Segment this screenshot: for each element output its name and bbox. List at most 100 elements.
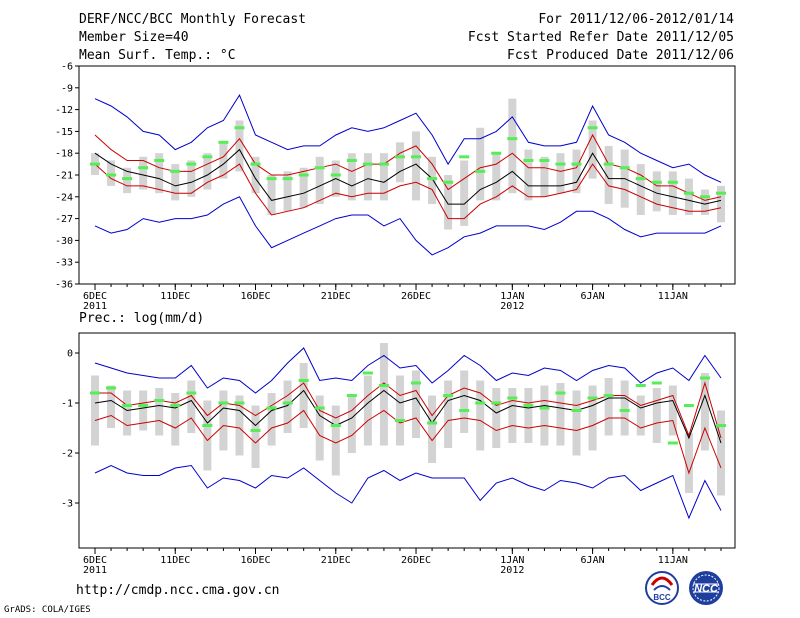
forecast-marker bbox=[90, 391, 100, 395]
x-tick-label: 21DEC bbox=[321, 555, 351, 566]
y-tick-label: -9 bbox=[61, 83, 73, 94]
mean-line bbox=[94, 148, 722, 205]
x-tick-label: 26DEC bbox=[401, 555, 431, 566]
chart-title: DERF/NCC/BCC Monthly Forecast bbox=[79, 12, 306, 27]
forecast-marker bbox=[427, 177, 438, 181]
forecast-marker bbox=[683, 191, 694, 195]
y-tick-label: -12 bbox=[55, 105, 73, 116]
forecast-marker bbox=[667, 180, 678, 184]
forecast-marker bbox=[394, 155, 405, 159]
spread-box bbox=[283, 380, 292, 433]
spread-box bbox=[620, 380, 629, 436]
forecast-marker bbox=[314, 406, 325, 410]
spread-box bbox=[299, 167, 308, 208]
spread-box bbox=[717, 185, 725, 223]
forecast-marker bbox=[330, 173, 341, 177]
x-tick-label: 16DEC bbox=[240, 291, 270, 302]
spread-box bbox=[508, 388, 517, 443]
spread-box bbox=[588, 385, 597, 451]
forecast-marker bbox=[555, 162, 566, 166]
produced-date: Fcst Produced Date 2011/12/06 bbox=[507, 48, 734, 63]
max-line bbox=[94, 94, 722, 183]
forecast-marker bbox=[619, 409, 630, 412]
forecast-marker bbox=[539, 406, 550, 410]
spread-box bbox=[684, 433, 693, 493]
y-tick-label: -2 bbox=[61, 449, 73, 460]
spread-box bbox=[315, 395, 324, 461]
spread-box bbox=[412, 131, 421, 201]
spread-box bbox=[604, 378, 613, 436]
x-tick-label: 11JAN bbox=[658, 555, 688, 566]
spread-box bbox=[444, 175, 453, 230]
spread-box bbox=[379, 343, 388, 446]
spread-box bbox=[123, 390, 132, 436]
spread-box bbox=[652, 388, 661, 443]
spread-box bbox=[524, 388, 533, 443]
forecast-marker bbox=[186, 391, 197, 395]
spread-box bbox=[604, 145, 613, 205]
variable-label: Mean Surf. Temp.: °C bbox=[79, 48, 236, 63]
spread-box bbox=[492, 388, 501, 448]
x-tick-year-label: 2012 bbox=[500, 565, 524, 576]
x-tick-label: 6DEC bbox=[83, 291, 107, 302]
spread-box bbox=[299, 363, 308, 428]
forecast-marker bbox=[603, 394, 614, 397]
spread-box bbox=[283, 171, 292, 212]
x-tick-label: 11DEC bbox=[160, 555, 190, 566]
spread-box bbox=[235, 120, 244, 172]
forecast-marker bbox=[683, 404, 694, 407]
spread-box bbox=[155, 388, 164, 436]
forecast-marker bbox=[571, 162, 582, 166]
forecast-marker bbox=[250, 429, 261, 432]
spread-box bbox=[700, 189, 709, 215]
x-tick-year-label: 2012 bbox=[500, 301, 524, 312]
spread-box bbox=[556, 153, 565, 194]
spread-box bbox=[219, 142, 228, 179]
mean-line bbox=[94, 389, 722, 444]
forecast-marker bbox=[346, 394, 357, 397]
spread-box bbox=[139, 156, 148, 190]
forecast-marker bbox=[587, 126, 598, 130]
spread-box bbox=[556, 383, 565, 446]
prec-panel-title: Prec.: log(mm/d) bbox=[79, 311, 205, 326]
forecast-marker bbox=[587, 396, 598, 400]
forecast-marker bbox=[266, 406, 277, 410]
spread-box bbox=[155, 153, 164, 194]
spread-box bbox=[251, 405, 260, 468]
spread-box bbox=[476, 127, 485, 201]
spread-box bbox=[444, 380, 453, 448]
forecast-marker bbox=[635, 177, 646, 181]
forecast-marker bbox=[378, 162, 389, 166]
forecast-marker bbox=[106, 173, 117, 177]
spread-box bbox=[572, 149, 581, 194]
bcc-logo-text: BCC bbox=[653, 593, 671, 602]
forecast-marker bbox=[202, 424, 213, 427]
y-tick-label: -15 bbox=[55, 127, 73, 138]
forecast-marker bbox=[138, 404, 149, 407]
spread-box bbox=[492, 153, 501, 201]
spread-box bbox=[460, 370, 469, 433]
spread-box bbox=[684, 178, 693, 215]
spread-box bbox=[331, 405, 340, 476]
spread-box bbox=[123, 167, 132, 194]
spread-box bbox=[524, 149, 533, 201]
forecast-marker bbox=[475, 401, 486, 405]
y-tick-label: -3 bbox=[61, 499, 73, 510]
forecast-marker bbox=[475, 169, 486, 173]
forecast-marker bbox=[330, 424, 341, 427]
spread-box bbox=[460, 160, 469, 226]
forecast-marker bbox=[298, 173, 309, 177]
lower-line bbox=[94, 409, 722, 475]
source-url[interactable]: http://cmdp.ncc.cma.gov.cn bbox=[76, 583, 280, 598]
forecast-marker bbox=[234, 401, 245, 405]
spread-box bbox=[428, 156, 437, 205]
y-tick-label: -6 bbox=[61, 62, 73, 73]
x-tick-year-label: 2011 bbox=[83, 565, 107, 576]
forecast-marker bbox=[667, 441, 678, 445]
forecast-marker bbox=[635, 384, 646, 387]
forecast-marker bbox=[716, 424, 726, 427]
ncc-logo: NCC bbox=[689, 571, 723, 605]
forecast-marker bbox=[170, 169, 181, 173]
